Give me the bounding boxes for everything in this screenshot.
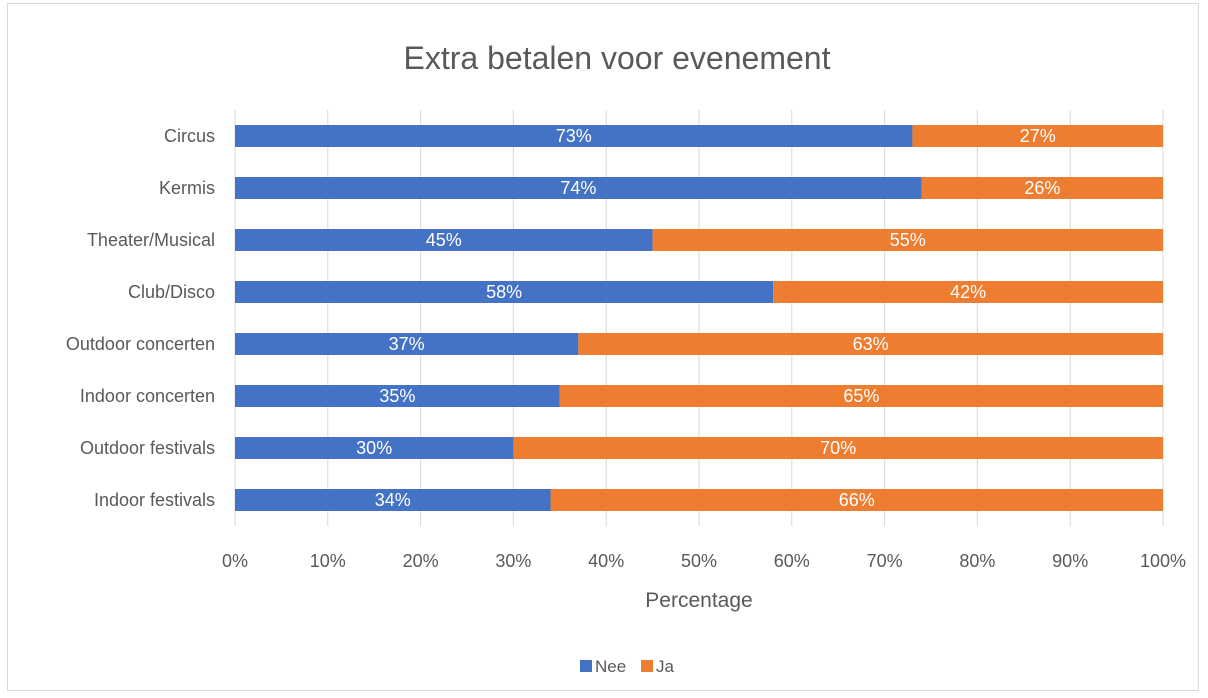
value-axis: 0% 10% 20% 30% 40% 50% 60% 70% 80% 90% 100%: [222, 551, 1186, 571]
bar-ja: [652, 229, 1163, 251]
data-label: 42%: [950, 282, 986, 302]
bars: 73% 27% 74% 26% 45% 55% 58% 42% 37% 63% 35% 65% 30% 7…: [235, 125, 1163, 511]
bar-nee: [235, 489, 551, 511]
x-axis-title: Percentage: [645, 589, 752, 612]
category-label: Indoor festivals: [94, 490, 215, 510]
bar-ja: [773, 281, 1163, 303]
legend: Nee Ja: [580, 657, 675, 676]
data-label: 30%: [356, 438, 392, 458]
data-label: 66%: [839, 490, 875, 510]
bar-nee: [235, 385, 560, 407]
data-label: 63%: [853, 334, 889, 354]
chart-title: Extra betalen voor evenement: [404, 40, 831, 76]
bar-ja: [559, 385, 1163, 407]
x-tick-label: 0%: [222, 551, 248, 571]
data-label: 35%: [379, 386, 415, 406]
category-label: Indoor concerten: [80, 386, 215, 406]
category-axis: Circus Kermis Theater/Musical Club/Disco Out…: [66, 126, 215, 510]
x-tick-label: 20%: [403, 551, 439, 571]
legend-label: Nee: [595, 657, 626, 676]
data-label: 37%: [389, 334, 425, 354]
data-label: 26%: [1024, 178, 1060, 198]
bar-ja: [921, 177, 1163, 199]
x-tick-label: 60%: [774, 551, 810, 571]
category-label: Kermis: [159, 178, 215, 198]
bar-nee: [235, 177, 922, 199]
data-label: 45%: [426, 230, 462, 250]
legend-swatch: [641, 660, 653, 672]
x-tick-label: 100%: [1140, 551, 1186, 571]
data-label: 34%: [375, 490, 411, 510]
x-tick-label: 70%: [867, 551, 903, 571]
x-tick-label: 90%: [1052, 551, 1088, 571]
legend-swatch: [580, 660, 592, 672]
data-label: 65%: [843, 386, 879, 406]
data-label: 70%: [820, 438, 856, 458]
bar-nee: [235, 333, 579, 355]
bar-nee: [235, 229, 653, 251]
data-label: 74%: [560, 178, 596, 198]
bar-ja: [550, 489, 1163, 511]
data-label: 58%: [486, 282, 522, 302]
bar-ja: [513, 437, 1163, 459]
x-tick-label: 30%: [495, 551, 531, 571]
category-label: Theater/Musical: [87, 230, 215, 250]
category-label: Outdoor festivals: [80, 438, 215, 458]
x-tick-label: 10%: [310, 551, 346, 571]
category-label: Outdoor concerten: [66, 334, 215, 354]
gridlines: [234, 110, 1164, 526]
x-tick-label: 40%: [588, 551, 624, 571]
legend-label: Ja: [656, 657, 675, 676]
bar-nee: [235, 437, 514, 459]
data-label: 73%: [556, 126, 592, 146]
data-label: 27%: [1020, 126, 1056, 146]
bar-ja: [578, 333, 1163, 355]
data-label: 55%: [890, 230, 926, 250]
bar-nee: [235, 125, 913, 147]
category-label: Circus: [164, 126, 215, 146]
bar-ja: [912, 125, 1163, 147]
x-tick-label: 80%: [959, 551, 995, 571]
category-label: Club/Disco: [128, 282, 215, 302]
x-tick-label: 50%: [681, 551, 717, 571]
bar-nee: [235, 281, 774, 303]
